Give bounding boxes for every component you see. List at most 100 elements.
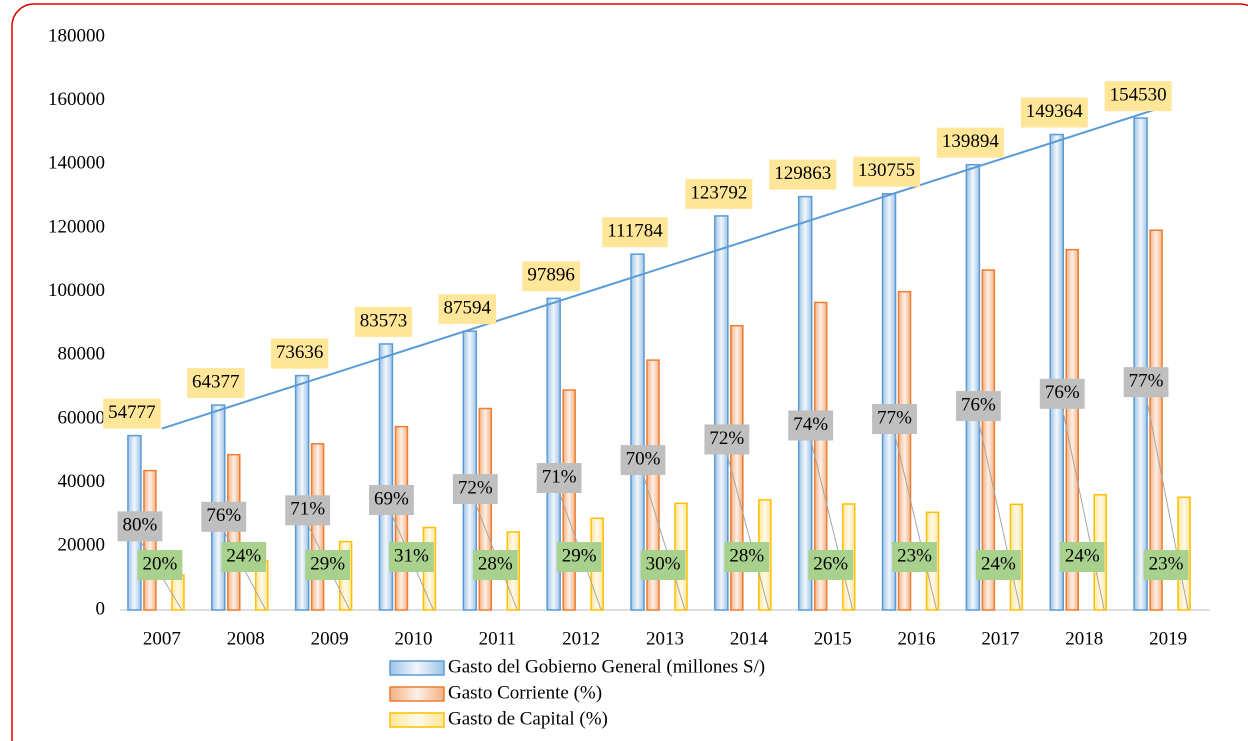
y-tick-label: 40000 (58, 471, 106, 492)
legend-label: Gasto Corriente (%) (448, 682, 602, 703)
data-label: 24% (1065, 545, 1100, 566)
data-label: 72% (458, 477, 493, 498)
data-label-box (221, 542, 267, 572)
data-label: 24% (226, 545, 261, 566)
x-tick-label: 2012 (562, 628, 600, 649)
x-tick-label: 2015 (814, 628, 852, 649)
data-label-box (137, 550, 183, 580)
data-label: 20% (143, 553, 178, 574)
data-label: 72% (709, 428, 744, 449)
data-label: 28% (478, 553, 513, 574)
leader-line (1061, 407, 1105, 611)
data-label: 24% (981, 553, 1016, 574)
data-label: 64377 (192, 371, 240, 392)
data-label-box (685, 178, 753, 209)
data-label-box (1104, 81, 1172, 112)
data-label-box (522, 261, 580, 292)
data-label: 70% (626, 448, 661, 469)
x-tick-label: 2010 (394, 628, 432, 649)
data-label-box (438, 294, 497, 325)
leader-line (642, 473, 686, 611)
x-tick-label: 2014 (730, 628, 769, 649)
bar (646, 359, 660, 611)
y-tick-label: 20000 (58, 535, 106, 556)
leader-line (894, 432, 938, 611)
x-tick-label: 2008 (227, 628, 265, 649)
data-label-box (1039, 378, 1085, 409)
data-label-box (808, 550, 854, 580)
data-label: 30% (646, 553, 681, 574)
data-label: 77% (877, 407, 912, 428)
bar (1133, 117, 1148, 611)
data-label-box (556, 542, 602, 572)
data-label-box (788, 410, 834, 441)
bar (881, 193, 897, 611)
data-label-box (472, 550, 518, 580)
bar (310, 443, 325, 611)
data-label: 69% (374, 488, 409, 509)
data-label: 29% (562, 545, 597, 566)
data-label-box (975, 550, 1021, 580)
data-label: 76% (206, 505, 241, 526)
data-label-box (955, 391, 1001, 422)
y-tick-label: 120000 (48, 216, 105, 237)
data-label-box (620, 445, 666, 476)
data-label-box (354, 306, 413, 337)
frame (11, 3, 1248, 741)
data-label-box (369, 484, 414, 515)
data-label-box (270, 338, 329, 369)
data-label-box (936, 127, 1004, 158)
data-label: 28% (729, 545, 764, 566)
bar (171, 574, 185, 611)
data-label-box (602, 217, 668, 248)
data-label-box (117, 511, 163, 542)
x-tick-label: 2017 (981, 628, 1019, 649)
bar (630, 253, 645, 611)
data-label: 23% (897, 545, 932, 566)
data-label: 76% (1045, 382, 1080, 403)
data-label-box (640, 550, 686, 580)
data-label-box (201, 501, 247, 532)
bar (394, 425, 409, 611)
data-label-box (892, 542, 937, 572)
data-label-box (769, 159, 837, 190)
legend-label: Gasto del Gobierno General (millones S/) (448, 656, 765, 677)
data-label-box (103, 398, 161, 429)
legend-swatch (389, 712, 445, 728)
data-label-box (1059, 542, 1105, 572)
data-label: 149364 (1026, 101, 1084, 122)
leader-line (726, 453, 770, 611)
data-label-box (187, 368, 245, 399)
data-label: 154530 (1110, 84, 1167, 105)
data-label-box (1143, 550, 1189, 580)
legend-swatch (389, 660, 445, 676)
data-label-box (305, 550, 351, 580)
bar (546, 297, 561, 611)
x-tick-label: 2013 (646, 628, 684, 649)
data-label-box (724, 542, 770, 572)
data-label-box (536, 463, 582, 494)
x-tick-label: 2009 (311, 628, 349, 649)
data-label: 23% (1149, 553, 1184, 574)
y-tick-label: 160000 (48, 89, 105, 110)
data-label-box (1123, 367, 1169, 398)
trendline (161, 104, 1169, 430)
data-label-box (853, 156, 921, 187)
data-label: 80% (123, 515, 158, 536)
x-tick-label: 2018 (1065, 628, 1103, 649)
data-label: 97896 (527, 265, 575, 286)
data-label: 129863 (774, 163, 831, 184)
legend-label: Gasto de Capital (%) (448, 708, 608, 729)
data-label-box (872, 404, 917, 434)
bar (1065, 248, 1079, 611)
data-label: 76% (961, 394, 996, 415)
data-label-box (285, 495, 331, 526)
y-tick-label: 100000 (48, 280, 105, 301)
y-tick-label: 140000 (48, 153, 105, 174)
x-tick-label: 2011 (479, 628, 516, 649)
data-label-box (389, 542, 434, 572)
x-tick-label: 2019 (1149, 628, 1187, 649)
data-label: 83573 (360, 310, 408, 331)
leader-line (810, 439, 854, 611)
data-label: 139894 (942, 131, 1000, 152)
